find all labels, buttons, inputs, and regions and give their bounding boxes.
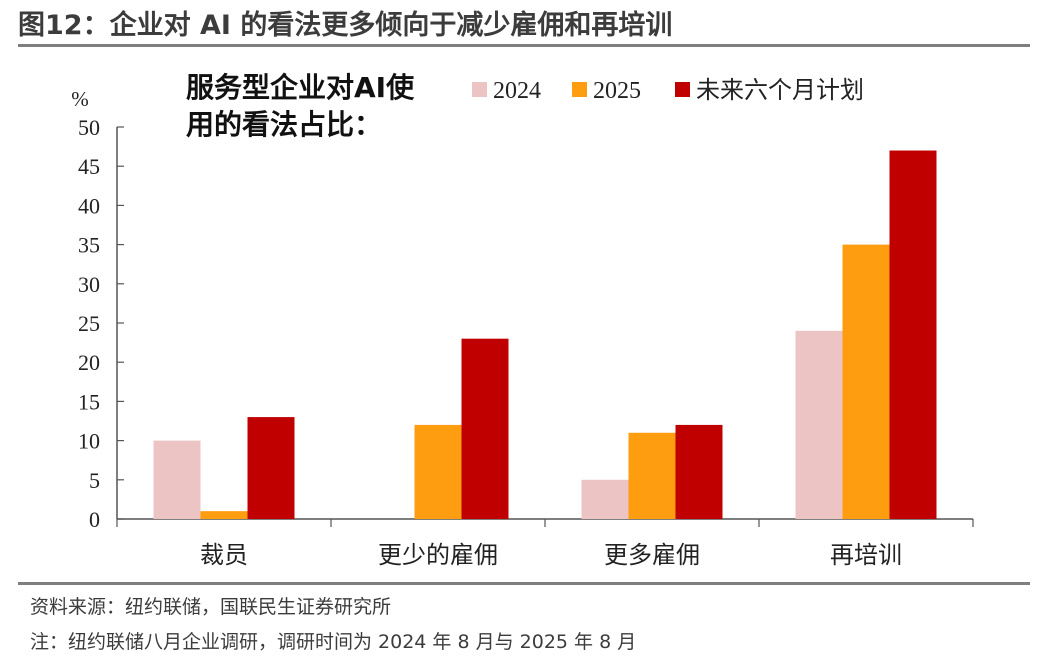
y-tick-label: 20 bbox=[78, 350, 100, 375]
bar-2025-裁员 bbox=[200, 511, 248, 519]
y-tick-label: 45 bbox=[78, 154, 100, 179]
legend-swatch-2025 bbox=[572, 82, 587, 97]
y-tick-label: 50 bbox=[78, 115, 100, 140]
bar-未来六个月计划-更多雇佣 bbox=[675, 424, 723, 519]
figure-title: 图12：企业对 AI 的看法更多倾向于减少雇佣和再培训 bbox=[18, 10, 673, 41]
legend-label: 2025 bbox=[593, 78, 641, 104]
x-category-label: 裁员 bbox=[200, 541, 248, 569]
bar-2025-更多雇佣 bbox=[628, 432, 676, 519]
legend-label: 2024 bbox=[493, 78, 541, 104]
y-axis-unit: % bbox=[71, 87, 89, 111]
y-tick-label: 25 bbox=[78, 311, 100, 336]
y-tick-label: 35 bbox=[78, 233, 100, 258]
chart-title-line2: 用的看法占比： bbox=[186, 108, 382, 141]
title-rule bbox=[18, 44, 1030, 47]
y-tick-label: 15 bbox=[78, 389, 100, 414]
bar-2024-再培训 bbox=[795, 330, 843, 519]
bar-未来六个月计划-再培训 bbox=[889, 150, 937, 519]
bar-未来六个月计划-更少的雇佣 bbox=[461, 338, 509, 519]
bar-未来六个月计划-裁员 bbox=[247, 417, 295, 519]
bar-2024-裁员 bbox=[153, 440, 201, 519]
legend-label: 未来六个月计划 bbox=[696, 76, 864, 104]
x-category-label: 再培训 bbox=[830, 541, 902, 569]
source-text: 资料来源：纽约联储，国联民生证券研究所 bbox=[30, 596, 392, 618]
x-category-label: 更少的雇佣 bbox=[378, 541, 498, 569]
legend-swatch-未来六个月计划 bbox=[675, 82, 690, 97]
y-tick-label: 30 bbox=[78, 272, 100, 297]
bar-2024-更多雇佣 bbox=[581, 479, 629, 519]
legend-swatch-2024 bbox=[472, 82, 487, 97]
y-tick-label: 5 bbox=[89, 468, 100, 493]
y-tick-label: 10 bbox=[78, 429, 100, 454]
x-category-label: 更多雇佣 bbox=[604, 541, 700, 569]
y-tick-label: 40 bbox=[78, 193, 100, 218]
bar-2025-再培训 bbox=[842, 244, 890, 519]
bar-2025-更少的雇佣 bbox=[414, 424, 462, 519]
y-tick-label: 0 bbox=[89, 507, 100, 532]
footer-rule bbox=[18, 582, 1030, 585]
chart-title-line1: 服务型企业对AI使 bbox=[186, 71, 415, 104]
note-text: 注：纽约联储八月企业调研，调研时间为 2024 年 8 月与 2025 年 8 … bbox=[30, 631, 637, 653]
